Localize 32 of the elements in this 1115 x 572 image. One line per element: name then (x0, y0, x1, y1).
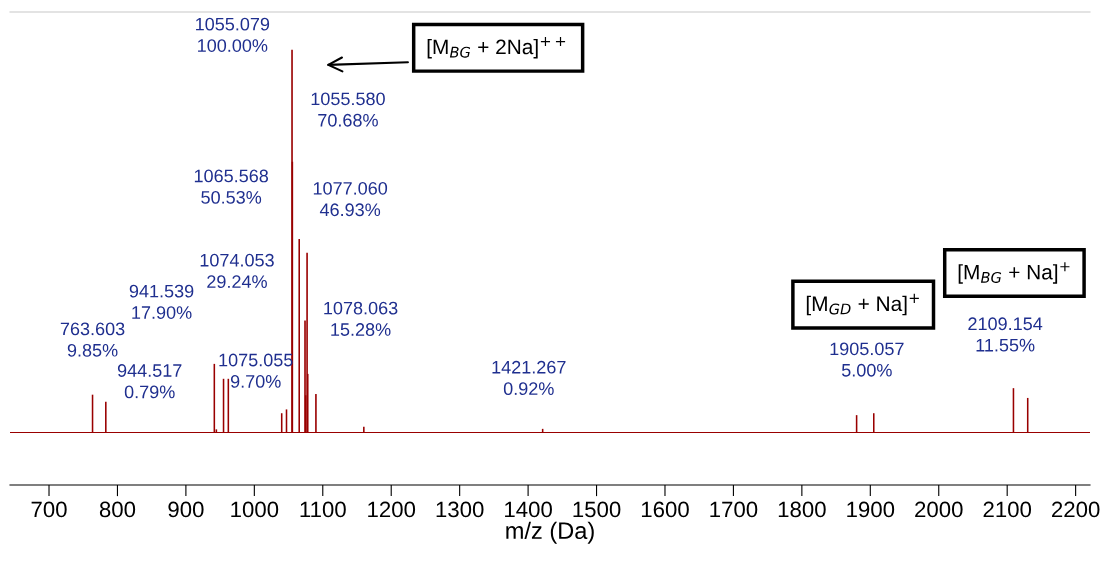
annotation: 1078.063 15.28% (324, 301, 398, 336)
x-tick-label: 1500 (573, 501, 621, 518)
annotation: 763.603 9.85% (60, 322, 125, 357)
x-axis-title: m/z (Da) (506, 521, 594, 544)
annotation: 2109.154 11.55% (968, 317, 1043, 352)
annotation: 944.517 0.79% (117, 364, 182, 399)
x-tick-label: 1700 (710, 501, 758, 518)
annotation: 1077.060 46.93% (313, 181, 388, 217)
x-tick-label: 700 (31, 501, 67, 518)
annotation: [M$_{GD}$ + Na]$^{+}$ (806, 293, 919, 316)
x-tick-label: 1000 (231, 501, 279, 518)
annotation: 1074.053 29.24% (200, 253, 274, 289)
x-tick-label: 2100 (983, 501, 1032, 518)
annotation: [M$_{BG}$ + Na]$^{+}$ (958, 262, 1070, 284)
x-tick-label: 800 (99, 501, 136, 518)
x-tick-label: 1200 (368, 501, 416, 518)
x-tick-label: 1600 (641, 501, 689, 518)
x-tick-label: 1400 (505, 501, 552, 518)
x-tick-label: 1900 (847, 501, 895, 518)
annotation: 1065.568 50.53% (194, 169, 269, 204)
annotation: 941.539 17.90% (129, 284, 194, 319)
annotation: 1421.267 0.92% (492, 360, 566, 396)
x-tick-label: 2000 (915, 501, 963, 518)
x-tick-label: 1800 (778, 501, 826, 518)
annotation: 1905.057 5.00% (830, 342, 904, 377)
annotation: [M$_{BG}$ + 2Na]$^{++}$ (427, 36, 566, 59)
x-tick-label: 2200 (1052, 501, 1100, 518)
x-tick-label: 1100 (300, 501, 346, 518)
annotation: 1055.079 100.00% (196, 17, 270, 52)
x-tick-label: 1300 (436, 501, 484, 518)
x-tick-label: 900 (168, 501, 204, 518)
annotation: 1055.580 70.68% (311, 92, 385, 127)
